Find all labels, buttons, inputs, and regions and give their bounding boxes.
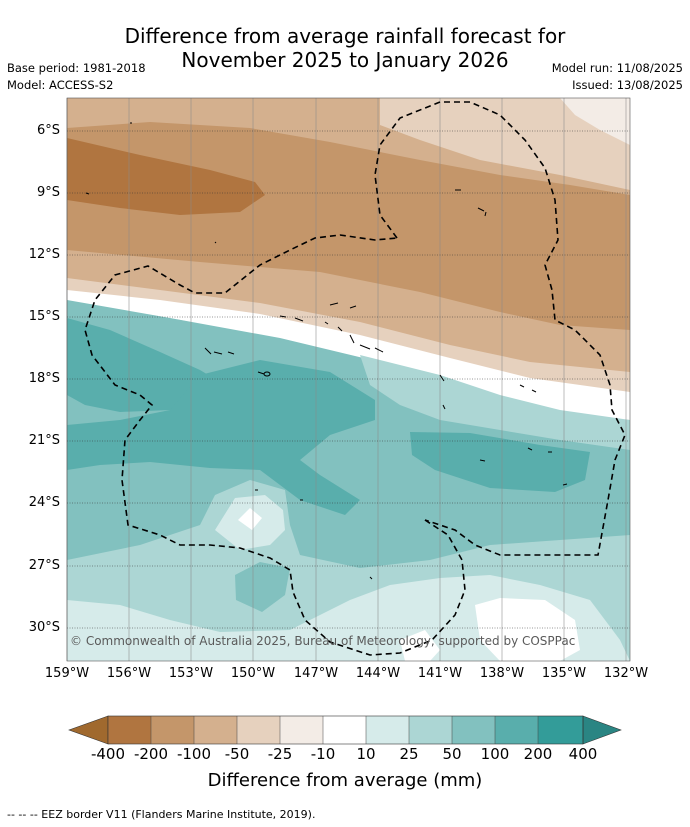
- band-teal-dark-center: [67, 360, 375, 515]
- colorbar-tick: 100: [480, 745, 510, 763]
- colorbar-lower-arrow: [68, 715, 109, 745]
- lon-label: 132°W: [603, 666, 649, 681]
- lon-label: 144°W: [355, 666, 401, 681]
- lat-label: 12°S: [28, 247, 60, 262]
- colorbar-label: Difference from average (mm): [207, 770, 483, 791]
- lat-label: 24°S: [28, 495, 60, 510]
- lon-label: 156°W: [106, 666, 152, 681]
- band-light-ne: [380, 98, 630, 190]
- colorbar-bin: [237, 716, 280, 744]
- colorbar-tick: 10: [356, 745, 376, 763]
- colorbar-tick: 400: [568, 745, 598, 763]
- title-line-2: November 2025 to January 2026: [181, 48, 509, 72]
- lon-label: 153°W: [168, 666, 214, 681]
- islands: [85, 122, 568, 580]
- colorbar-frame: [107, 715, 584, 745]
- eez-border: [84, 101, 626, 656]
- base-period: Base period: 1981-2018: [7, 61, 146, 75]
- meta-right: Model run: 11/08/2025 Issued: 13/08/2025: [552, 60, 683, 94]
- model-run: Model run: 11/08/2025: [551, 61, 683, 75]
- colorbar-tick: -50: [224, 745, 250, 763]
- colorbar-upper-arrow: [582, 715, 622, 745]
- map-fill: [67, 98, 630, 661]
- lat-label: 30°S: [28, 620, 60, 635]
- colorbar-bin: [409, 716, 452, 744]
- colorbar-bin: [194, 716, 237, 744]
- colorbar-tick: 50: [442, 745, 462, 763]
- lat-label: 27°S: [28, 558, 60, 573]
- colorbar-bin: [151, 716, 194, 744]
- colorbar-tick: 200: [523, 745, 553, 763]
- lon-label: 150°W: [230, 666, 276, 681]
- band-teal-dark-east: [410, 432, 590, 492]
- issued-date: Issued: 13/08/2025: [572, 78, 683, 92]
- lat-label: 6°S: [36, 123, 60, 138]
- band-white-s1: [238, 508, 262, 530]
- colorbar-tick: 25: [399, 745, 419, 763]
- colorbar-tick: -10: [310, 745, 336, 763]
- colorbar-tick: -100: [176, 745, 212, 763]
- colorbar-bin: [452, 716, 495, 744]
- band-lightest-ne: [560, 98, 630, 145]
- lat-label: 15°S: [28, 309, 60, 324]
- colorbar-tick: -200: [133, 745, 169, 763]
- colorbar-bin: [323, 716, 366, 744]
- lon-label: 135°W: [541, 666, 587, 681]
- colorbar-bin: [495, 716, 538, 744]
- chart-title: Difference from average rainfall forecas…: [0, 24, 690, 72]
- colorbar-bin: [108, 716, 151, 744]
- band-teal-mid-sw: [235, 562, 290, 612]
- band-dark-brown: [67, 138, 265, 215]
- band-white-south: [475, 598, 580, 661]
- map-frame: [66, 97, 631, 662]
- lat-label: 9°S: [36, 185, 60, 200]
- title-line-1: Difference from average rainfall forecas…: [124, 24, 566, 48]
- lon-label: 141°W: [417, 666, 463, 681]
- lat-label: 21°S: [28, 433, 60, 448]
- copyright-notice: © Commonwealth of Australia 2025, Bureau…: [70, 634, 576, 648]
- colorbar-bin: [538, 716, 583, 744]
- eez-footnote: -- -- -- EEZ border V11 (Flanders Marine…: [7, 808, 316, 821]
- lat-label: 18°S: [28, 371, 60, 386]
- colorbar-bin: [280, 716, 323, 744]
- lon-label: 138°W: [479, 666, 525, 681]
- colorbar-bin: [366, 716, 409, 744]
- model-name: Model: ACCESS-S2: [7, 78, 114, 92]
- lon-label: 147°W: [293, 666, 339, 681]
- colorbar: [68, 715, 622, 745]
- meta-left: Base period: 1981-2018 Model: ACCESS-S2: [7, 60, 146, 94]
- colorbar-tick: -400: [90, 745, 126, 763]
- lon-label: 159°W: [44, 666, 90, 681]
- colorbar-tick: -25: [267, 745, 293, 763]
